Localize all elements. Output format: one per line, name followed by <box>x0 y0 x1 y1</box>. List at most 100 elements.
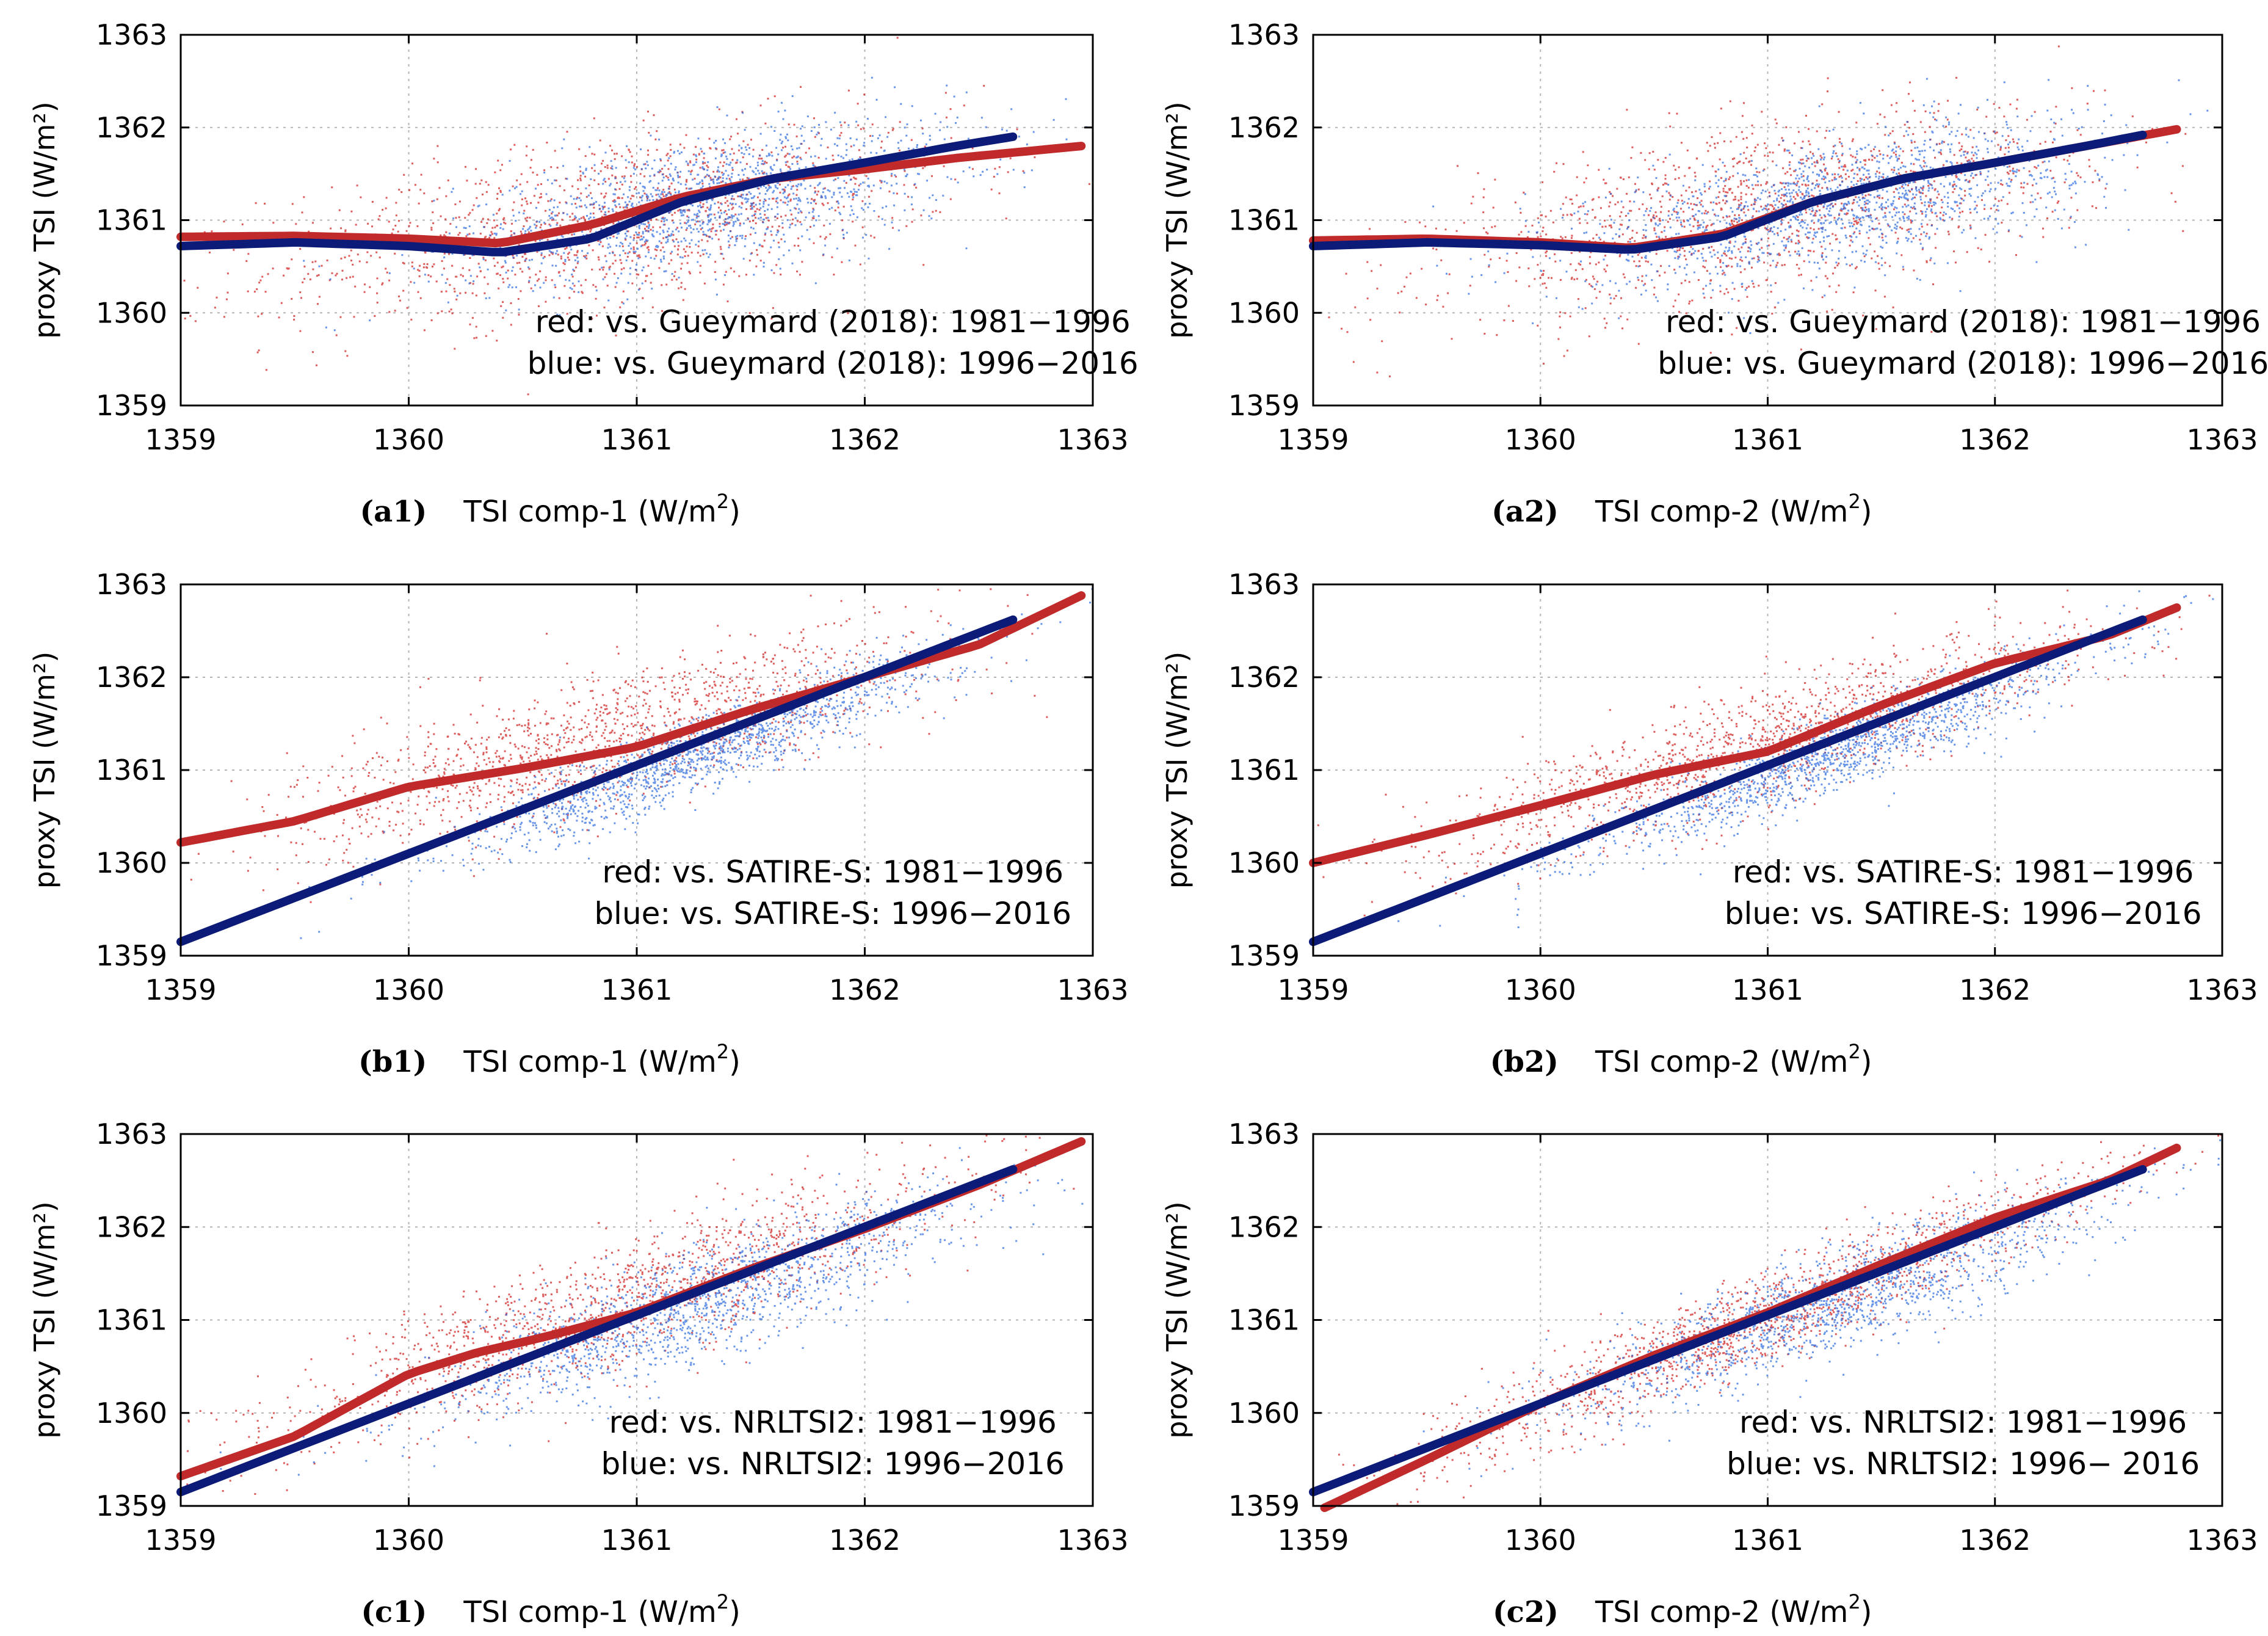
chart-c1: 1359 1360 1361 1362 1363 1359 1360 1361 1362 1363… <box>28 1118 1129 1629</box>
legend-entry: blue: vs. Gueymard (2018): 1996−2016 <box>1658 346 2268 381</box>
x-tick-label: 1361 <box>601 973 672 1006</box>
y-axis-label: proxy TSI (W/m²) <box>28 1201 61 1439</box>
fit-line-blue-c1 <box>176 1165 1018 1497</box>
y-tick-label: 1362 <box>96 1210 167 1243</box>
y-tick-label: 1363 <box>96 18 167 51</box>
x-tick-label: 1359 <box>1277 423 1349 456</box>
x-tick-label: 1362 <box>1959 423 2031 456</box>
x-axis-label: TSI comp-2 (W/m2) <box>1595 1590 1872 1629</box>
chart-b1: 1359 1360 1361 1362 1363 1359 1360 1361 1362 1363… <box>28 568 1129 1079</box>
x-tick-label: 1361 <box>1732 973 1803 1006</box>
x-tick-label: 1363 <box>1057 423 1128 456</box>
fit-line-red-a1 <box>176 142 1086 248</box>
x-tick-label: 1362 <box>829 973 900 1006</box>
y-axis-label: proxy TSI (W/m²) <box>1161 1201 1194 1439</box>
panel-label: (b2) <box>1490 1045 1559 1079</box>
legend-entry: red: vs. NRLTSI2: 1981−1996 <box>1739 1405 2187 1440</box>
scatter-points-c2 <box>1338 1134 2222 1505</box>
x-axis-label: TSI comp-2 (W/m2) <box>1595 490 1872 529</box>
y-tick-label: 1360 <box>1228 296 1300 329</box>
fit-line-blue-b2 <box>1309 615 2147 947</box>
fit-line-blue-b1 <box>176 615 1018 947</box>
y-tick-label: 1359 <box>96 939 167 972</box>
x-tick-label: 1360 <box>373 423 444 456</box>
y-tick-label: 1363 <box>96 568 167 601</box>
x-tick-label: 1359 <box>1277 1524 1349 1557</box>
y-tick-label: 1363 <box>96 1118 167 1151</box>
chart-c2: 1359 1360 1361 1362 1363 1359 1360 1361 1362 1363… <box>1161 1118 2258 1629</box>
y-tick-label: 1360 <box>96 846 167 879</box>
x-tick-label: 1363 <box>2186 973 2258 1006</box>
scatter-blue-c2 <box>1422 1139 2222 1477</box>
scatter-points-b1 <box>190 588 1093 939</box>
scatter-points-a2 <box>1328 45 2209 377</box>
x-tick-label: 1363 <box>1057 1524 1128 1557</box>
x-tick-label: 1362 <box>1959 1524 2031 1557</box>
y-tick-label: 1362 <box>96 111 167 144</box>
scatter-red-a2 <box>1328 45 2187 377</box>
legend-entry: blue: vs. SATIRE-S: 1996−2016 <box>594 896 1071 931</box>
x-tick-label: 1363 <box>2186 1524 2258 1557</box>
x-tick-label: 1360 <box>373 973 444 1006</box>
y-axis-label: proxy TSI (W/m²) <box>1161 652 1194 889</box>
fit-line-red-b2 <box>1309 603 2181 867</box>
y-tick-label: 1362 <box>1228 661 1300 694</box>
chart-a1: 1359 1360 1361 1362 1363 1359 1360 1361 1362 1363… <box>28 18 1139 529</box>
x-tick-label: 1359 <box>145 1524 216 1557</box>
y-tick-label: 1361 <box>96 754 167 787</box>
scatter-blue-b1 <box>300 588 1093 939</box>
panel-label: (b1) <box>358 1045 427 1079</box>
legend-entry: red: vs. SATIRE-S: 1981−1996 <box>602 854 1063 890</box>
legend-entry: red: vs. Gueymard (2018): 1981−1996 <box>535 304 1131 340</box>
y-tick-label: 1361 <box>1228 754 1300 787</box>
panel-label: (c1) <box>361 1595 427 1629</box>
legend-entry: red: vs. Gueymard (2018): 1981−1996 <box>1665 304 2261 340</box>
legend-entry: blue: vs. SATIRE-S: 1996−2016 <box>1725 896 2202 931</box>
panel-label: (a2) <box>1491 495 1559 529</box>
y-tick-label: 1363 <box>1228 1118 1300 1151</box>
y-tick-label: 1359 <box>96 389 167 422</box>
x-tick-label: 1360 <box>1505 423 1576 456</box>
fit-line-red-b1 <box>176 591 1086 847</box>
y-tick-label: 1362 <box>1228 1210 1300 1243</box>
x-tick-label: 1361 <box>601 1524 672 1557</box>
y-tick-label: 1361 <box>96 1304 167 1337</box>
y-tick-label: 1359 <box>96 1489 167 1522</box>
x-tick-label: 1360 <box>1505 1524 1576 1557</box>
x-tick-label: 1359 <box>1277 973 1349 1006</box>
y-tick-label: 1362 <box>96 661 167 694</box>
y-tick-label: 1362 <box>1228 111 1300 144</box>
x-tick-label: 1363 <box>2186 423 2258 456</box>
legend-entry: red: vs. NRLTSI2: 1981−1996 <box>609 1405 1057 1440</box>
fit-line-blue-a1 <box>176 132 1018 256</box>
y-tick-label: 1363 <box>1228 18 1300 51</box>
y-axis-label: proxy TSI (W/m²) <box>1161 101 1194 339</box>
chart-a2: 1359 1360 1361 1362 1363 1359 1360 1361 1362 1363… <box>1161 18 2268 529</box>
x-axis-label: TSI comp-1 (W/m2) <box>463 1040 741 1079</box>
chart-b2: 1359 1360 1361 1362 1363 1359 1360 1361 1362 1363… <box>1161 568 2258 1079</box>
x-tick-label: 1360 <box>1505 973 1576 1006</box>
fit-line-blue-c2 <box>1309 1165 2147 1497</box>
y-tick-label: 1359 <box>1228 939 1300 972</box>
x-tick-label: 1361 <box>1732 423 1803 456</box>
y-tick-label: 1359 <box>1228 389 1300 422</box>
legend-entry: blue: vs. NRLTSI2: 1996− 2016 <box>1726 1446 2200 1481</box>
x-tick-label: 1360 <box>373 1524 444 1557</box>
panel-label: (c2) <box>1493 1595 1559 1629</box>
legend-entry: blue: vs. NRLTSI2: 1996−2016 <box>601 1446 1065 1481</box>
fit-line-blue-a2 <box>1309 130 2147 254</box>
legend-entry: blue: vs. Gueymard (2018): 1996−2016 <box>527 346 1139 381</box>
x-tick-label: 1359 <box>145 973 216 1006</box>
scatter-blue-b2 <box>1397 590 2214 928</box>
y-tick-label: 1363 <box>1228 568 1300 601</box>
y-tick-label: 1361 <box>1228 1304 1300 1337</box>
y-axis-label: proxy TSI (W/m²) <box>28 652 61 889</box>
y-axis-label: proxy TSI (W/m²) <box>28 101 61 339</box>
x-tick-label: 1362 <box>829 1524 900 1557</box>
panel-label: (a1) <box>360 495 427 529</box>
legend-entry: red: vs. SATIRE-S: 1981−1996 <box>1733 854 2194 890</box>
scatter-red-b1 <box>190 588 1068 903</box>
x-tick-label: 1363 <box>1057 973 1128 1006</box>
x-axis-label: TSI comp-2 (W/m2) <box>1595 1040 1872 1079</box>
